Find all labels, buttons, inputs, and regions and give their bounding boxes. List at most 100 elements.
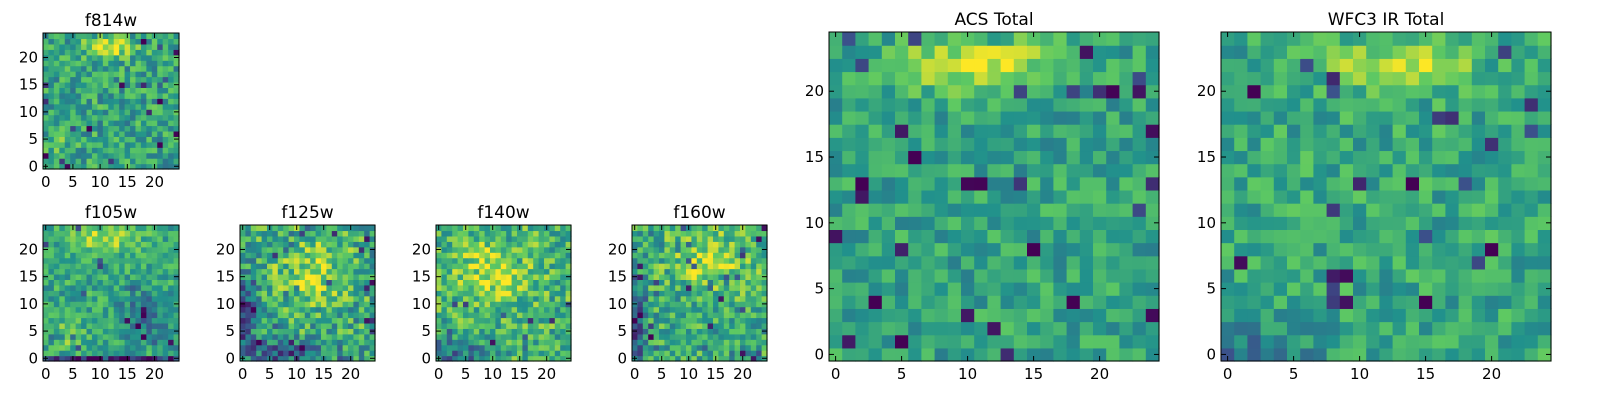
heatmap-cell bbox=[1040, 189, 1054, 204]
heatmap-cell bbox=[162, 130, 169, 137]
heatmap-cell bbox=[358, 273, 365, 280]
heatmap-cell bbox=[490, 312, 496, 319]
heatmap-cell bbox=[97, 60, 104, 67]
heatmap-cell bbox=[91, 241, 98, 248]
heatmap-cell bbox=[135, 49, 142, 56]
heatmap-cell bbox=[642, 290, 649, 297]
heatmap-cell bbox=[1339, 189, 1354, 204]
heatmap-cell bbox=[533, 350, 540, 357]
heatmap-cell bbox=[113, 49, 120, 56]
heatmap-cell bbox=[1537, 176, 1552, 191]
heatmap-cell bbox=[162, 230, 169, 237]
heatmap-cell bbox=[648, 235, 655, 242]
heatmap-cell bbox=[321, 301, 327, 308]
heatmap-cell bbox=[135, 81, 142, 88]
heatmap-cell bbox=[745, 328, 752, 335]
heatmap-cell bbox=[718, 230, 725, 237]
heatmap-cell bbox=[157, 147, 164, 154]
heatmap-cell bbox=[250, 339, 257, 346]
heatmap-cell bbox=[457, 263, 464, 270]
heatmap-cell bbox=[829, 216, 843, 230]
heatmap-cell bbox=[113, 136, 120, 143]
heatmap-cell bbox=[267, 230, 273, 237]
heatmap-cell bbox=[1221, 150, 1235, 165]
heatmap-cell bbox=[342, 241, 349, 248]
heatmap-cell bbox=[1419, 216, 1433, 230]
heatmap-cell bbox=[490, 339, 496, 346]
heatmap-cell bbox=[75, 246, 82, 253]
heatmap-cell bbox=[168, 339, 175, 346]
heatmap-cell bbox=[70, 317, 77, 324]
heatmap-cell bbox=[315, 246, 322, 253]
heatmap-cell bbox=[48, 49, 55, 56]
heatmap-cell bbox=[151, 71, 158, 78]
heatmap-cell bbox=[48, 295, 55, 302]
heatmap-cell bbox=[457, 290, 464, 297]
heatmap-cell bbox=[267, 344, 273, 351]
heatmap-cell bbox=[729, 322, 736, 329]
heatmap-cell bbox=[140, 87, 147, 94]
y-tick-label: 20 bbox=[1197, 82, 1216, 100]
heatmap-cell bbox=[91, 87, 98, 94]
heatmap-cell bbox=[664, 290, 671, 297]
heatmap-cell bbox=[108, 81, 115, 88]
heatmap-cell bbox=[81, 92, 88, 99]
heatmap-cell bbox=[1537, 97, 1552, 112]
heatmap-cell bbox=[310, 263, 317, 270]
heatmap-cell bbox=[1471, 189, 1486, 204]
heatmap-cell bbox=[1524, 203, 1539, 217]
heatmap-cell bbox=[637, 350, 644, 357]
heatmap-cell bbox=[452, 355, 459, 362]
heatmap-cell bbox=[729, 355, 736, 362]
heatmap-cell bbox=[1419, 189, 1433, 204]
heatmap-cell bbox=[59, 252, 66, 259]
heatmap-cell bbox=[48, 163, 55, 170]
heatmap-cell bbox=[1353, 334, 1367, 349]
heatmap-cell bbox=[53, 333, 60, 340]
heatmap-cell bbox=[468, 279, 475, 286]
heatmap-cell bbox=[97, 295, 104, 302]
heatmap-cell bbox=[43, 252, 50, 259]
heatmap-cell bbox=[484, 263, 491, 270]
heatmap-cell bbox=[669, 241, 676, 248]
heatmap-cell bbox=[463, 279, 469, 286]
heatmap-cell bbox=[452, 350, 459, 357]
heatmap-cell bbox=[756, 252, 763, 259]
heatmap-cell bbox=[1326, 124, 1341, 138]
heatmap-cell bbox=[369, 252, 376, 259]
heatmap-cell bbox=[337, 257, 344, 264]
heatmap-cell bbox=[1027, 58, 1041, 73]
heatmap-cell bbox=[1458, 110, 1473, 125]
heatmap-cell bbox=[130, 33, 137, 40]
heatmap-cell bbox=[868, 203, 883, 217]
heatmap-cell bbox=[369, 295, 376, 302]
heatmap-cell bbox=[102, 333, 109, 340]
heatmap-cell bbox=[353, 333, 360, 340]
heatmap-cell bbox=[75, 33, 82, 40]
heatmap-cell bbox=[1132, 189, 1147, 204]
heatmap-cell bbox=[53, 312, 60, 319]
heatmap-cell bbox=[140, 355, 147, 362]
heatmap-cell bbox=[829, 124, 843, 138]
heatmap-cell bbox=[304, 235, 311, 242]
heatmap-cell bbox=[881, 229, 896, 244]
heatmap-cell bbox=[173, 125, 180, 132]
heatmap-cell bbox=[696, 333, 703, 340]
heatmap-cell bbox=[554, 328, 561, 335]
heatmap-cell bbox=[43, 76, 50, 83]
heatmap-cell bbox=[1221, 282, 1235, 296]
heatmap-cell bbox=[130, 158, 137, 165]
heatmap-cell bbox=[947, 282, 962, 296]
heatmap-cell bbox=[1511, 216, 1526, 230]
heatmap-cell bbox=[146, 103, 153, 110]
heatmap-cell bbox=[750, 284, 757, 291]
heatmap-cell bbox=[484, 268, 491, 275]
heatmap-cell bbox=[680, 355, 687, 362]
heatmap-cell bbox=[261, 312, 268, 319]
heatmap-cell bbox=[855, 163, 870, 178]
heatmap-cell bbox=[124, 136, 131, 143]
heatmap-cell bbox=[538, 230, 545, 237]
heatmap-cell bbox=[53, 109, 60, 116]
heatmap-cell bbox=[70, 235, 77, 242]
heatmap-cell bbox=[135, 328, 142, 335]
